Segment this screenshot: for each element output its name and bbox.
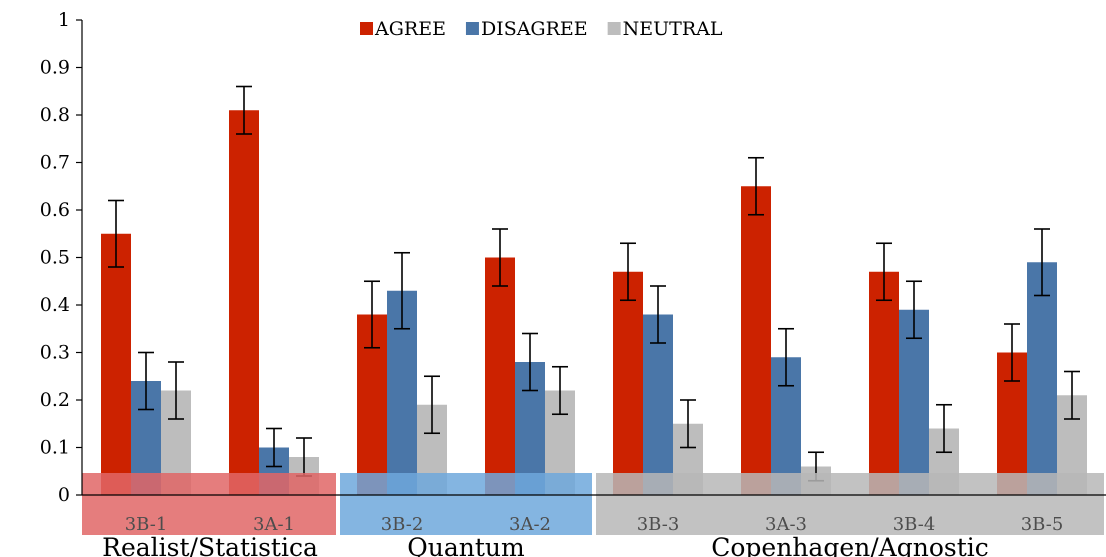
x-category-labels: 3B-1 3A-1 3B-2 3A-2 3B-3 3A-3 3B-4 3B-5 xyxy=(125,514,1064,535)
group-labels: Realist/Statistica Quantum Copenhagen/Agno… xyxy=(102,533,989,557)
axes-layer xyxy=(76,19,1106,496)
error-bar-neutral-3b-3 xyxy=(680,399,696,449)
x-tick-label-3a-3: 3A-3 xyxy=(765,514,807,535)
bar-agree-3a-2 xyxy=(485,257,515,495)
error-bar-agree-3b-3 xyxy=(620,242,636,302)
legend-label-neutral: NEUTRAL xyxy=(623,18,723,40)
y-tick-label-8: 0.8 xyxy=(40,104,70,126)
error-bar-disagree-3a-3 xyxy=(778,327,794,387)
x-tick-label-3b-3: 3B-3 xyxy=(637,514,680,535)
error-bar-disagree-3b-5 xyxy=(1034,228,1050,297)
y-tick-label-2: 0.2 xyxy=(40,389,70,411)
legend-swatch-neutral xyxy=(607,22,621,35)
legend-item-agree: AGREE xyxy=(360,18,446,40)
group-label-0: Realist/Statistica xyxy=(102,533,318,557)
bar-agree-3a-1 xyxy=(229,110,259,495)
y-tick-label-9: 0.9 xyxy=(40,57,70,79)
error-bar-agree-3a-2 xyxy=(492,228,508,287)
error-bar-agree-3b-5 xyxy=(1004,323,1020,382)
error-bar-neutral-3b-1 xyxy=(168,361,184,420)
bar-disagree-3b-4 xyxy=(899,309,929,495)
error-bar-disagree-3b-2 xyxy=(394,251,410,330)
group-label-2: Copenhagen/Agnostic xyxy=(711,533,989,557)
y-tick-label-5: 0.5 xyxy=(40,247,70,269)
error-bar-disagree-3a-1 xyxy=(266,427,282,468)
bar-agree-3a-3 xyxy=(741,186,771,495)
bar-disagree-3b-5 xyxy=(1027,262,1057,495)
error-bar-neutral-3b-5 xyxy=(1064,370,1080,420)
group-band-0 xyxy=(82,473,336,535)
x-tick-label-3a-2: 3A-2 xyxy=(509,514,551,535)
group-label-1: Quantum xyxy=(407,533,525,557)
legend-item-disagree: DISAGREE xyxy=(465,18,588,40)
x-tick-label-3b-1: 3B-1 xyxy=(125,514,168,535)
x-tick-label-3b-4: 3B-4 xyxy=(893,514,936,535)
error-bar-disagree-3b-1 xyxy=(138,351,154,411)
legend: AGREE DISAGREE NEUTRAL xyxy=(360,18,723,40)
group-bands xyxy=(82,473,1104,535)
error-bar-neutral-3b-4 xyxy=(936,403,952,454)
legend-swatch-disagree xyxy=(465,22,479,35)
legend-label-disagree: DISAGREE xyxy=(481,18,588,40)
bars-layer xyxy=(101,110,1087,495)
x-tick-label-3b-5: 3B-5 xyxy=(1021,514,1064,535)
y-tick-labels: 0 0.1 0.2 0.3 0.4 0.5 0.6 0.7 0.8 0.9 1 xyxy=(40,9,70,506)
legend-item-neutral: NEUTRAL xyxy=(607,18,723,40)
bar-disagree-3b-3 xyxy=(643,314,673,495)
error-bar-agree-3b-2 xyxy=(364,280,380,349)
error-bar-disagree-3a-2 xyxy=(522,332,538,392)
bar-agree-3b-3 xyxy=(613,271,643,495)
y-tick-label-0: 0 xyxy=(58,484,70,506)
error-bar-agree-3b-4 xyxy=(876,242,892,302)
group-band-2 xyxy=(596,473,1104,535)
y-tick-label-10: 1 xyxy=(58,9,70,31)
error-bar-disagree-3b-3 xyxy=(650,285,666,344)
bar-agree-3b-4 xyxy=(869,271,899,495)
y-tick-label-1: 0.1 xyxy=(40,437,70,459)
error-bar-disagree-3b-4 xyxy=(906,280,922,340)
error-bar-agree-3b-1 xyxy=(108,199,124,268)
error-bars-layer xyxy=(108,85,1080,482)
legend-swatch-agree xyxy=(360,22,373,35)
y-tick-label-6: 0.6 xyxy=(40,199,70,221)
error-bar-agree-3a-3 xyxy=(748,156,764,216)
error-bar-neutral-3a-2 xyxy=(552,365,568,416)
y-tick-label-7: 0.7 xyxy=(40,152,70,174)
group-band-1 xyxy=(340,473,592,535)
legend-label-agree: AGREE xyxy=(374,18,446,40)
error-bar-agree-3a-1 xyxy=(236,85,252,135)
x-tick-label-3a-1: 3A-1 xyxy=(253,514,295,535)
y-tick-label-3: 0.3 xyxy=(40,342,70,364)
error-bar-neutral-3b-2 xyxy=(424,375,440,435)
y-tick-label-4: 0.4 xyxy=(40,294,70,316)
bar-agree-3b-1 xyxy=(101,233,131,495)
x-tick-label-3b-2: 3B-2 xyxy=(381,514,424,535)
